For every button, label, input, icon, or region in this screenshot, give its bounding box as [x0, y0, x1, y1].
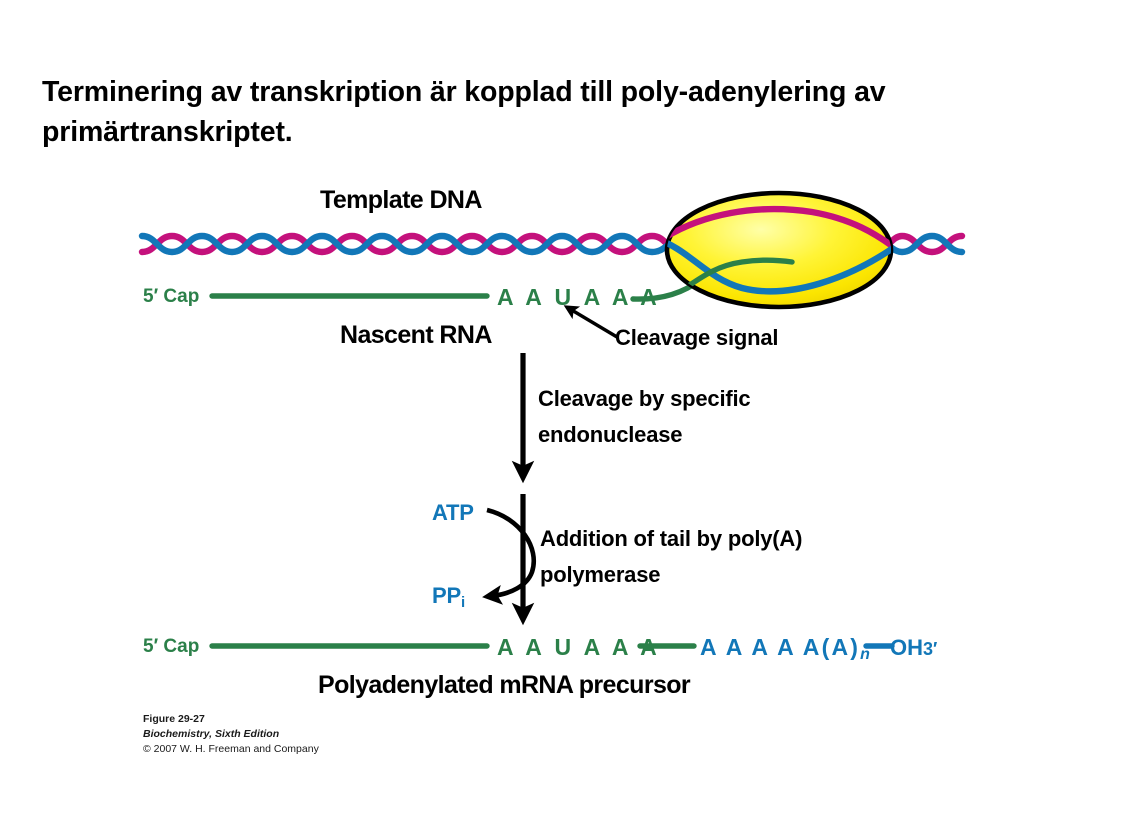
caption-book-title: Biochemistry, Sixth Edition: [143, 727, 280, 740]
label-polyadenylated-mrna-precursor: Polyadenylated mRNA precursor: [318, 671, 691, 699]
label-nascent-rna: Nascent RNA: [340, 321, 492, 349]
dna-strand-blue-right: [884, 232, 966, 256]
rna-polymerase-enzyme: [664, 190, 894, 310]
label-three-prime: 3′: [923, 639, 938, 659]
atp-to-ppi-curved-arrow: [482, 507, 536, 605]
sequence-polya-tail: A A A A A(A)n: [700, 634, 870, 664]
dna-double-helix: [138, 232, 966, 256]
label-cleavage-step: Cleavage by specific endonuclease: [538, 386, 751, 447]
label-addition-step: Addition of tail by poly(A) polymerase: [540, 526, 803, 587]
caption-figure-number: Figure 29-27: [143, 713, 205, 725]
sequence-aauaaa-top: A A U A A A: [497, 284, 661, 310]
label-5prime-cap-top: 5′ Cap: [143, 286, 200, 307]
sequence-aauaaa-bottom: A A U A A A: [497, 634, 661, 660]
sequence-polya-base: A A A A A(A): [700, 634, 861, 660]
label-oh: OH: [890, 635, 923, 660]
label-atp: ATP: [432, 500, 474, 525]
dna-strand-magenta-left: [138, 232, 672, 256]
figure-caption: Figure 29-27 Biochemistry, Sixth Edition…: [143, 712, 319, 757]
caption-copyright: © 2007 W. H. Freeman and Company: [143, 742, 319, 755]
label-template-dna: Template DNA: [320, 186, 482, 214]
label-oh-3prime-terminus: OH3′: [890, 635, 937, 661]
dna-strand-magenta-inside: [667, 205, 891, 252]
cleavage-signal-pointer-arrow: [563, 305, 618, 339]
label-ppi-subscript: i: [460, 594, 465, 611]
label-ppi: PPi: [432, 583, 465, 611]
dna-strand-blue-inside: [667, 234, 891, 295]
label-5prime-cap-bottom: 5′ Cap: [143, 636, 200, 657]
sequence-polya-subscript: n: [860, 646, 870, 663]
label-ppi-base: PP: [432, 583, 461, 608]
label-cleavage-signal: Cleavage signal: [615, 325, 779, 350]
dna-strand-blue-left: [138, 232, 672, 256]
page-title: Terminering av transkription är kopplad …: [42, 76, 886, 149]
